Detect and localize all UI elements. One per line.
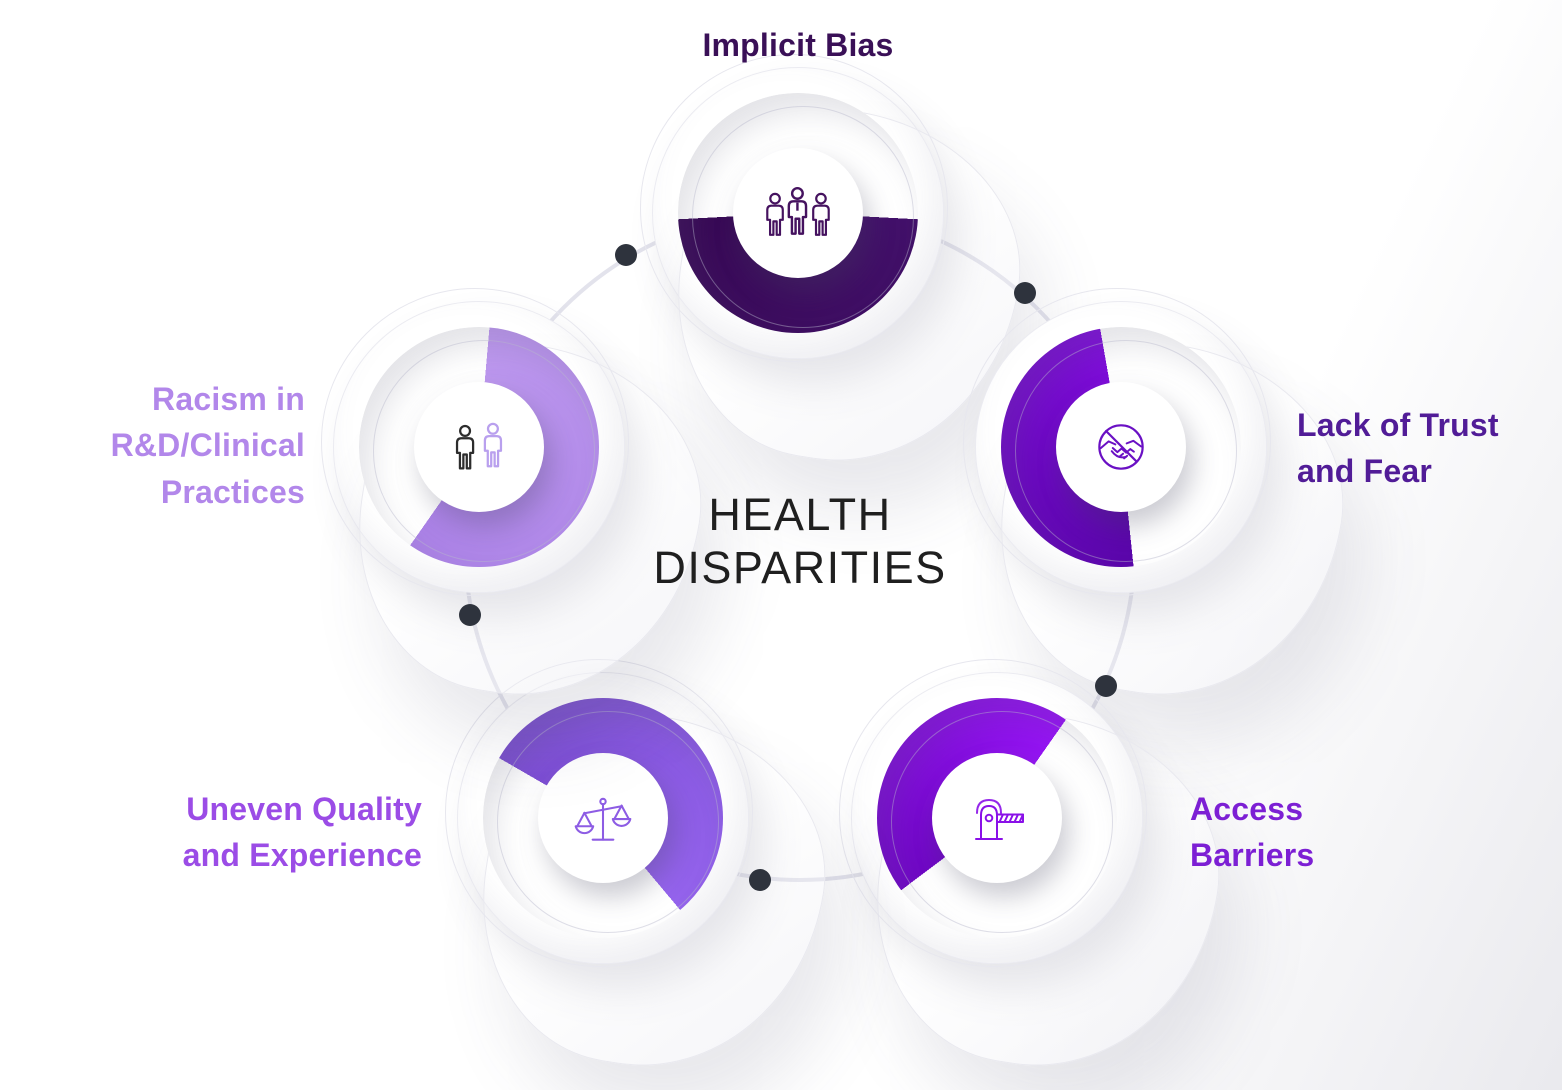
two-people-icon [455,422,503,470]
node-implicit-bias [652,67,944,359]
balance-scale-icon [574,797,632,841]
connector-dot [615,244,637,266]
page-title: HEALTH DISPARITIES [653,489,947,594]
label-access-barriers: Access Barriers [1190,791,1315,874]
label-racism-rd-clinical: Racism in R&D/Clinical Practices [110,381,305,510]
node-access-barriers [851,672,1143,964]
label-implicit-bias: Implicit Bias [702,27,894,63]
icon-circle [932,753,1062,883]
node-lack-of-trust [975,301,1267,593]
label-uneven-quality: Uneven Quality and Experience [182,791,422,874]
no-handshake-icon [1098,424,1144,470]
connector-dot [1095,675,1117,697]
people-group-icon [766,186,830,236]
connector-dot [459,604,481,626]
progress-arc [483,698,723,938]
node-uneven-quality [457,672,749,964]
icon-circle [414,382,544,512]
icon-circle [538,753,668,883]
label-lack-of-trust: Lack of Trust and Fear [1297,407,1499,490]
icon-circle [733,148,863,278]
icon-circle [1056,382,1186,512]
connector-dot [749,869,771,891]
barrier-gate-icon [975,799,1024,840]
node-racism-rd-clinical [333,301,625,593]
connector-dot [1014,282,1036,304]
